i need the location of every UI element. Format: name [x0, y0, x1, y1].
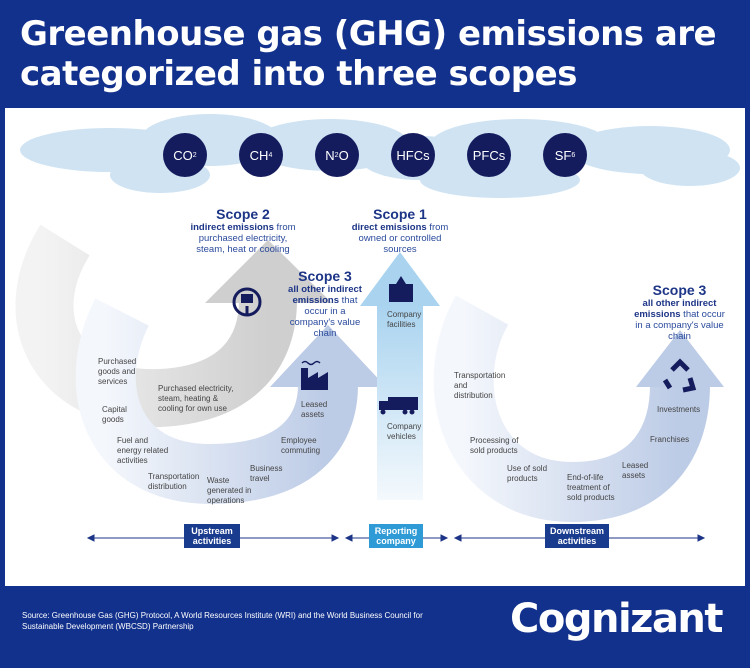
scope3-upstream-arrow [75, 298, 358, 505]
gas-sf6: SF 6 [543, 133, 587, 177]
scope3-up-item: Purchased goods and services [98, 357, 137, 386]
scope3-down-item: End-of-life treatment of sold products [567, 473, 615, 502]
scope1-item: Company vehicles [387, 422, 422, 441]
plug-icon [232, 287, 262, 317]
scope3-downstream-label: Scope 3 all other indirect emissions that… [634, 282, 725, 342]
scope3-down-item: Leased assets [622, 461, 649, 480]
gas-co2: CO 2 [163, 133, 207, 177]
factory-icon [301, 360, 328, 390]
gas-pfcs: PFCs [467, 133, 511, 177]
scope3-up-item: Business travel [250, 464, 283, 483]
scope3-down-item: Transportation and distribution [454, 371, 506, 400]
scope3-down-item: Investments [657, 405, 701, 414]
page-title: Greenhouse gas (GHG) emissions are categ… [20, 14, 717, 94]
scope2-label: Scope 2 indirect emissions from purchased… [190, 206, 296, 255]
scope3-up-item: Transportation distribution [148, 472, 200, 491]
scope3-downstream-arrow [433, 295, 710, 523]
scope3-upstream-label: Scope 3 all other indirect emissions that… [288, 268, 362, 339]
header: Greenhouse gas (GHG) emissions are categ… [0, 0, 750, 108]
upstream-badge: Upstream activities [184, 524, 240, 548]
scope3-up-item: Fuel and energy related activities [117, 436, 169, 465]
scope3-down-item: Use of sold products [507, 464, 548, 483]
scope3-down-item: Processing of sold products [470, 436, 519, 455]
scope1-item: Company facilities [387, 310, 422, 329]
scope2-arrow [15, 224, 297, 428]
scope1-label: Scope 1 direct emissions from owned or co… [351, 206, 449, 255]
scope3-up-item: Capital goods [102, 405, 127, 424]
truck-icon [379, 397, 418, 415]
building-icon [389, 276, 413, 302]
clouds [20, 114, 740, 198]
scope3-down-item: Franchises [650, 435, 690, 444]
gas-ch4: CH 4 [239, 133, 283, 177]
scope3-up-item: Leased assets [301, 400, 328, 419]
source-text: Source: Greenhouse Gas (GHG) Protocol, A… [22, 611, 423, 631]
scope2-item: Purchased electricity, steam, heating & … [158, 384, 234, 413]
scope3-up-item: Waste generated in operations [207, 476, 252, 505]
diagram-frame [0, 108, 750, 586]
cognizant-logo: Cognizant [510, 596, 724, 642]
downstream-badge: Downstream activities [545, 524, 609, 548]
gas-hfcs: HFCs [391, 133, 435, 177]
reporting-badge: Reporting company [369, 524, 423, 548]
scope3-up-item: Employee commuting [281, 436, 321, 455]
footer [0, 586, 750, 668]
recycle-icon [662, 358, 697, 393]
